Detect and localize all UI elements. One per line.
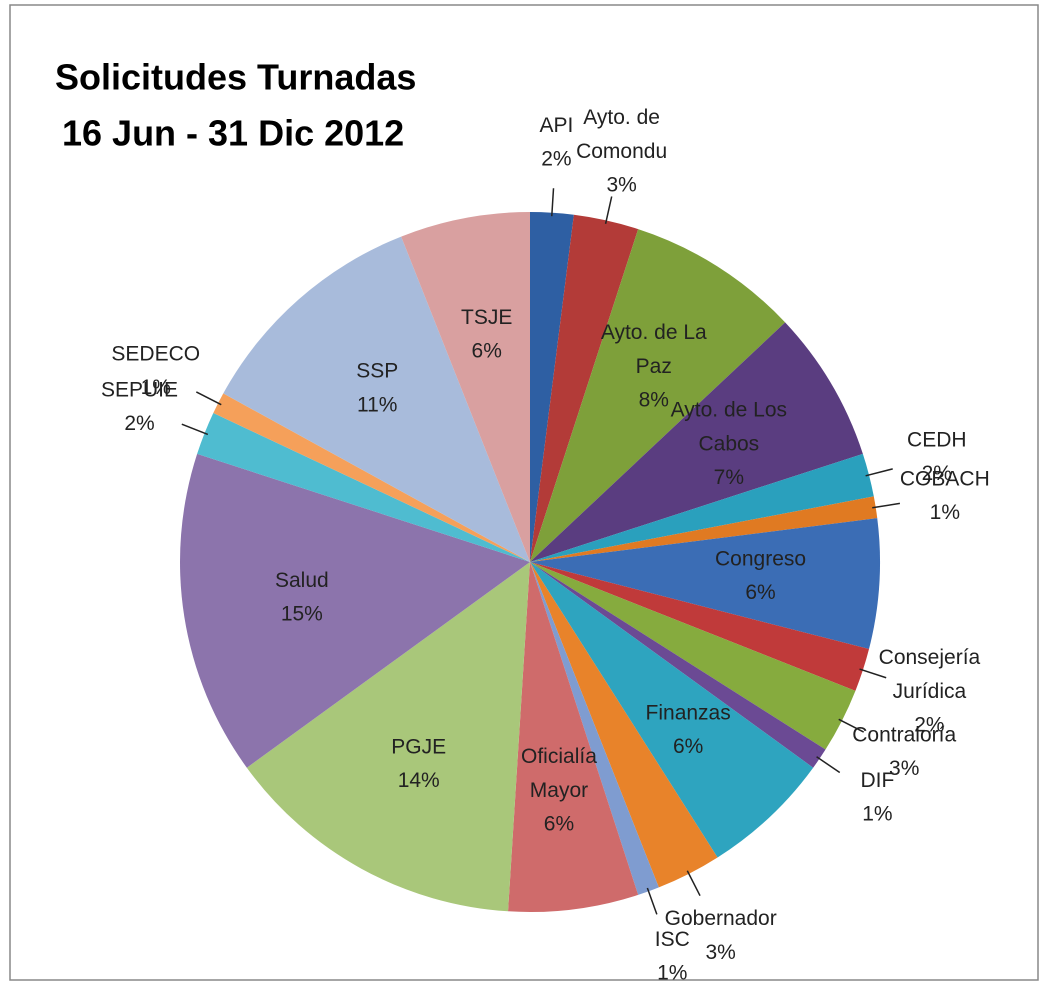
slice-label: CEDH <box>907 428 967 451</box>
slice-label: Contraloría <box>852 723 956 746</box>
slice-value-label: 1% <box>862 803 892 826</box>
slice-value-label: 11% <box>357 393 397 416</box>
slice-label: Finanzas <box>646 701 731 724</box>
leader-line <box>604 196 613 225</box>
slice-value-label: 8% <box>639 389 669 412</box>
slice-label: Ayto. de La Paz <box>601 321 707 378</box>
pie-slice <box>508 562 639 912</box>
pie-slice <box>197 412 530 562</box>
leader-line <box>872 502 901 509</box>
pie-slice <box>530 562 856 750</box>
pie-slice <box>213 393 530 562</box>
slice-label: DIF <box>860 769 894 792</box>
leader-line <box>816 756 841 774</box>
pie-slice <box>223 236 530 562</box>
slice-value-label: 3% <box>705 941 735 964</box>
pie-slice <box>530 214 639 562</box>
slice-label: SSP <box>356 359 398 382</box>
slice-value-label: 2% <box>124 412 154 435</box>
pie-slice <box>530 453 874 562</box>
slice-label: Ayto. de Los Cabos <box>671 398 787 455</box>
slice-value-label: 1% <box>657 962 687 983</box>
pie-slice <box>180 453 530 768</box>
slice-label: PGJE <box>391 735 446 758</box>
slice-value-label: 15% <box>281 603 323 626</box>
slice-value-label: 7% <box>714 466 744 489</box>
slice-label: Salud <box>275 569 329 592</box>
pie-slice <box>530 562 659 895</box>
slice-value-label: 6% <box>544 813 574 836</box>
slice-label: TSJE <box>461 306 512 329</box>
slice-value-label: 6% <box>673 735 703 758</box>
chart-subtitle: 16 Jun - 31 Dic 2012 <box>62 113 404 154</box>
slice-value-label: 2% <box>914 713 944 736</box>
leader-line <box>686 870 701 897</box>
slice-value-label: 3% <box>606 174 636 197</box>
slice-value-label: 14% <box>398 769 440 792</box>
leader-line <box>195 391 222 406</box>
slice-label: SEPUIE <box>101 378 178 401</box>
chart-title: Solicitudes Turnadas <box>55 57 416 98</box>
leader-line <box>838 718 865 733</box>
slice-label: Gobernador <box>665 907 777 930</box>
leader-line <box>551 188 555 217</box>
slice-value-label: 2% <box>541 147 571 170</box>
pie-slice <box>530 518 881 650</box>
slice-value-label: 1% <box>930 501 960 524</box>
pie-slice <box>530 562 870 691</box>
slice-label: SEDECO <box>111 342 200 365</box>
leader-line <box>865 468 893 477</box>
pie-slice <box>530 562 826 768</box>
pie-slice <box>530 322 863 562</box>
pie-slice <box>530 562 814 858</box>
slice-label: Consejería Jurídica <box>879 645 981 702</box>
pie-slice <box>530 212 574 562</box>
slice-value-label: 2% <box>922 462 952 485</box>
slice-label: ISC <box>655 928 690 951</box>
slice-label: Ayto. de Comondu <box>576 106 667 163</box>
pie-slice <box>530 496 878 562</box>
slice-value-label: 3% <box>889 757 919 780</box>
pie-slice <box>530 562 718 888</box>
pie-slice <box>530 229 786 562</box>
slice-value-label: 1% <box>141 376 171 399</box>
leader-line <box>859 668 887 679</box>
slice-label: Oficialía Mayor <box>521 745 597 802</box>
slice-value-label: 6% <box>472 340 502 363</box>
slice-label: API <box>539 113 573 136</box>
slice-value-label: 6% <box>745 581 775 604</box>
leader-line <box>646 887 658 915</box>
slice-label: Congreso <box>715 547 806 570</box>
slice-label: COBACH <box>900 467 990 490</box>
pie-slice <box>401 212 530 562</box>
pie-slice <box>246 562 530 912</box>
leader-line <box>181 423 209 436</box>
